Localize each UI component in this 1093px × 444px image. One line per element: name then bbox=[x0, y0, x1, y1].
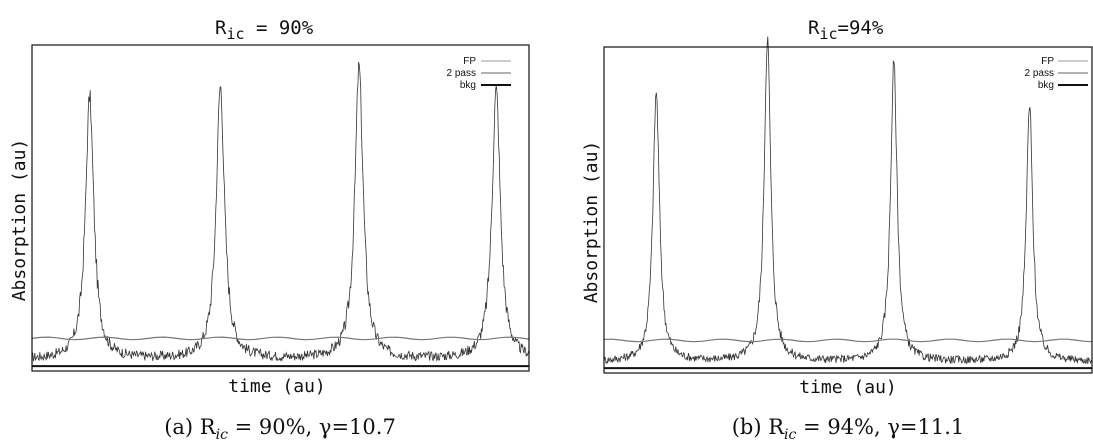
panel-b-legend-bkg: bkg bbox=[1038, 80, 1054, 91]
panel-a-legend-2pass: 2 pass bbox=[447, 68, 476, 79]
panel-b-frame bbox=[603, 46, 1093, 374]
panel-b-plot bbox=[603, 36, 1093, 370]
panel-b-legend-fp: FP bbox=[1041, 56, 1054, 67]
panel-b-caption: (b) Ric = 94%, γ=11.1 bbox=[732, 415, 965, 443]
panel-a-title: Ric = 90% bbox=[215, 17, 314, 43]
panel-a-frame bbox=[31, 44, 530, 372]
panel-b: Ric=94% Absorption (au) FP 2 pass bkg ti… bbox=[581, 17, 1093, 443]
panel-a-plot bbox=[31, 61, 530, 368]
series-fp-line bbox=[603, 36, 1093, 365]
panel-b-legend: FP 2 pass bkg bbox=[1025, 56, 1088, 91]
panel-a-xlabel: time (au) bbox=[228, 376, 326, 397]
panel-a-legend: FP 2 pass bkg bbox=[447, 56, 511, 91]
series-fp-line bbox=[31, 61, 530, 362]
panel-a-legend-fp: FP bbox=[463, 56, 476, 67]
panel-b-legend-2pass: 2 pass bbox=[1025, 68, 1054, 79]
panel-a: Ric = 90% Absorption (au) FP 2 pass bkg … bbox=[9, 17, 530, 443]
panel-a-legend-bkg: bkg bbox=[460, 80, 476, 91]
panel-a-caption: (a) Ric = 90%, γ=10.7 bbox=[164, 415, 396, 443]
panel-b-title: Ric=94% bbox=[808, 17, 884, 43]
series-2pass-line bbox=[31, 336, 530, 341]
series-2pass-line bbox=[603, 338, 1093, 343]
panel-a-ylabel: Absorption (au) bbox=[9, 139, 30, 302]
panel-b-ylabel: Absorption (au) bbox=[581, 141, 602, 304]
panel-b-xlabel: time (au) bbox=[799, 377, 897, 398]
